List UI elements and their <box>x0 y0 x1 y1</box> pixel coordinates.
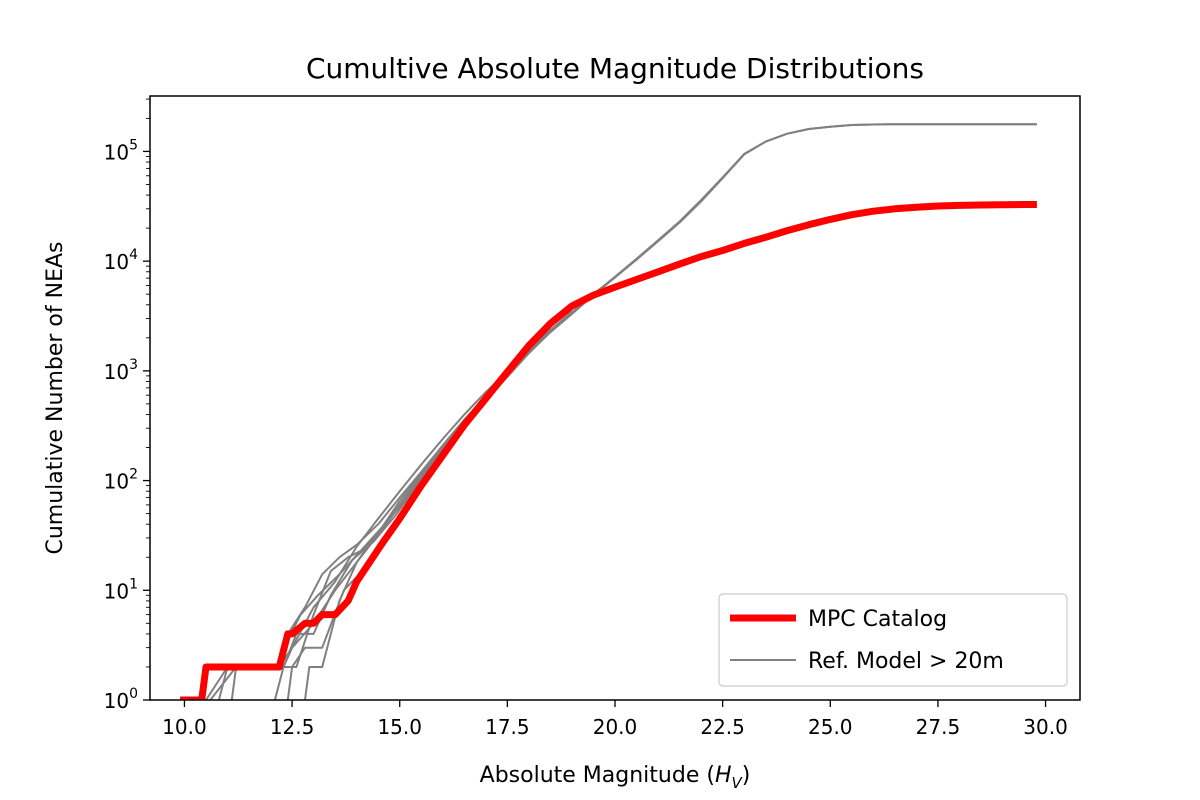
y-tick-label: 105 <box>104 137 138 164</box>
y-tick-label: 104 <box>104 247 138 274</box>
y-axis: 100 101 102 103 104 105 <box>104 98 150 713</box>
x-axis-label-prefix: Absolute Magnitude ( <box>480 763 715 788</box>
x-tick-label: 10.0 <box>162 715 207 739</box>
x-tick-label: 20.0 <box>593 715 638 739</box>
legend-label-ref-model: Ref. Model > 20m <box>808 649 1004 674</box>
x-tick-label: 12.5 <box>270 715 315 739</box>
y-tick-label: 103 <box>104 357 138 384</box>
series-line <box>180 201 1037 700</box>
series-line <box>304 351 530 700</box>
y-tick-label: 100 <box>104 686 138 713</box>
series-line <box>286 343 539 700</box>
x-tick-label: 25.0 <box>808 715 853 739</box>
x-tick-label: 17.5 <box>485 715 530 739</box>
legend-label-mpc-catalog: MPC Catalog <box>808 607 947 632</box>
series-layer <box>180 123 1037 700</box>
x-axis: 10.0 12.5 15.0 17.5 20.0 22.5 25.0 27.5 30.0 <box>162 700 1068 739</box>
x-tick-label: 15.0 <box>377 715 422 739</box>
series-line <box>209 311 573 700</box>
x-axis-label: Absolute Magnitude (HV) <box>480 763 751 792</box>
y-tick-label: 101 <box>104 576 138 603</box>
y-axis-label: Cumulative Number of NEAs <box>43 242 68 555</box>
x-axis-label-suffix: ) <box>742 763 751 788</box>
legend-box <box>718 593 1068 687</box>
series-line <box>217 312 573 700</box>
x-tick-label: 22.5 <box>700 715 745 739</box>
y-tick-label: 102 <box>104 467 138 494</box>
legend: MPC Catalog Ref. Model > 20m <box>718 593 1068 687</box>
series-line <box>200 123 1037 700</box>
x-tick-label: 27.5 <box>916 715 961 739</box>
chart-title: Cumultive Absolute Magnitude Distributio… <box>306 52 924 85</box>
x-axis-label-var: H <box>715 763 732 788</box>
x-tick-label: 30.0 <box>1023 715 1068 739</box>
x-axis-label-sub: V <box>731 774 743 792</box>
